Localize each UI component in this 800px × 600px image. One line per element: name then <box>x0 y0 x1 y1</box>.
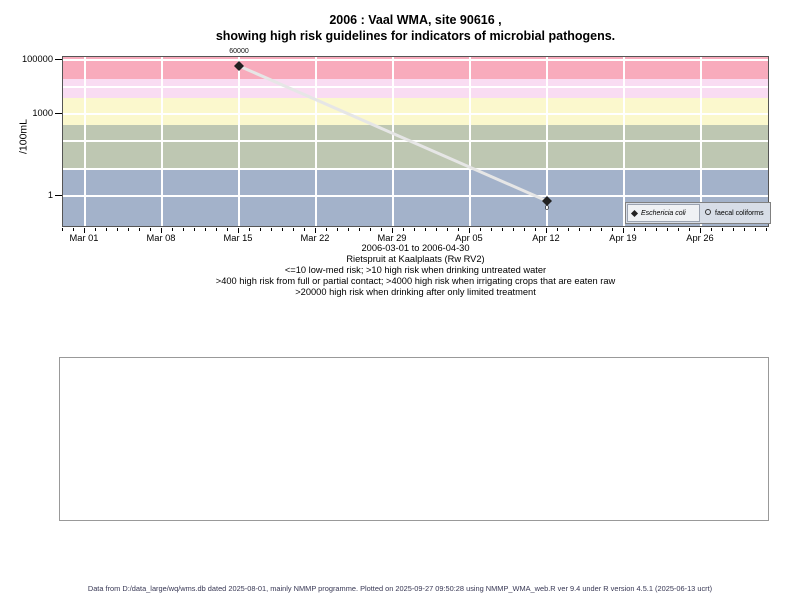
chart-title-line1: 2006 : Vaal WMA, site 90616 , <box>329 13 502 27</box>
gridline-v-mar01 <box>84 57 86 226</box>
y-tick-mark <box>55 113 62 114</box>
legend: Eschericia coli faecal coliforms <box>625 202 771 224</box>
caption-risk-line2: >400 high risk from full or partial cont… <box>215 276 616 286</box>
x-tick-apr12: Apr 12 <box>532 233 560 243</box>
caption-date-range: 2006-03-01 to 2006-04-30 <box>361 243 470 253</box>
y-tick-mark <box>55 59 62 60</box>
x-tick-mark <box>469 228 470 233</box>
x-axis-minor-ticks <box>62 228 768 231</box>
x-tick-mark <box>315 228 316 233</box>
gridline-v-mar15 <box>238 57 240 226</box>
x-tick-apr19: Apr 19 <box>609 233 637 243</box>
x-tick-mark <box>623 228 624 233</box>
x-tick-mar08: Mar 08 <box>146 233 176 243</box>
x-tick-mar15: Mar 15 <box>223 233 253 243</box>
caption-station: Rietspruit at Kaalplaats (Rw RV2) <box>346 254 485 264</box>
gridline-v-apr19 <box>623 57 625 226</box>
x-tick-apr05: Apr 05 <box>455 233 483 243</box>
gridline-h-100000 <box>63 59 768 61</box>
x-tick-mark <box>238 228 239 233</box>
legend-label-faecal-coliforms: faecal coliforms <box>715 209 764 217</box>
gridline-h-100 <box>63 140 768 142</box>
risk-band-400-4000 <box>63 98 768 125</box>
caption-risk-line3: >20000 high risk when drinking after onl… <box>295 287 536 297</box>
data-point-apr12-0 <box>542 196 552 206</box>
empty-secondary-panel <box>59 357 769 521</box>
gridline-v-apr05 <box>469 57 471 226</box>
y-tick-mark <box>55 195 62 196</box>
gridline-v-apr12 <box>546 57 548 226</box>
gridline-h-10000 <box>63 86 768 88</box>
legend-item-ecoli: Eschericia coli <box>627 204 700 222</box>
gridline-h-10 <box>63 168 768 170</box>
legend-item-faecal-coliforms: faecal coliforms <box>701 203 770 223</box>
x-tick-mar01: Mar 01 <box>69 233 99 243</box>
ecoli-series-line <box>234 61 552 206</box>
footer-provenance-text: Data from D:/data_large/wq/wms.db dated … <box>87 584 713 593</box>
data-label-0: 0 <box>545 205 549 212</box>
x-tick-mar22: Mar 22 <box>300 233 330 243</box>
data-point-mar15-60000 <box>234 61 244 71</box>
x-tick-mark <box>84 228 85 233</box>
filled-diamond-icon <box>630 209 639 217</box>
gridline-v-apr26 <box>700 57 702 226</box>
data-label-60000: 60000 <box>229 48 249 55</box>
open-circle-icon <box>705 208 711 215</box>
plot-panel: 60000 0 Eschericia coli faecal coliforms <box>62 48 771 227</box>
x-tick-mark <box>700 228 701 233</box>
gridline-h-1 <box>63 195 768 197</box>
chart-title: 2006 : Vaal WMA, site 90616 , showing hi… <box>62 12 769 44</box>
y-tick-1: 1 <box>47 190 53 200</box>
y-tick-100000: 100000 <box>21 54 53 64</box>
legend-label-ecoli: Eschericia coli <box>641 209 686 217</box>
x-tick-mark <box>392 228 393 233</box>
chart-title-line2: showing high risk guidelines for indicat… <box>215 29 616 43</box>
caption-risk-line1: <=10 low-med risk; >10 high risk when dr… <box>284 265 547 275</box>
risk-band-10-400 <box>63 125 768 169</box>
x-tick-mark <box>161 228 162 233</box>
gridline-h-1000 <box>63 113 768 115</box>
y-tick-1000: 1000 <box>32 108 53 118</box>
x-tick-apr26: Apr 26 <box>686 233 714 243</box>
x-tick-mark <box>546 228 547 233</box>
gridline-v-mar22 <box>315 57 317 226</box>
gridline-v-mar08 <box>161 57 163 226</box>
gridline-v-mar29 <box>392 57 394 226</box>
x-tick-mar29: Mar 29 <box>377 233 407 243</box>
